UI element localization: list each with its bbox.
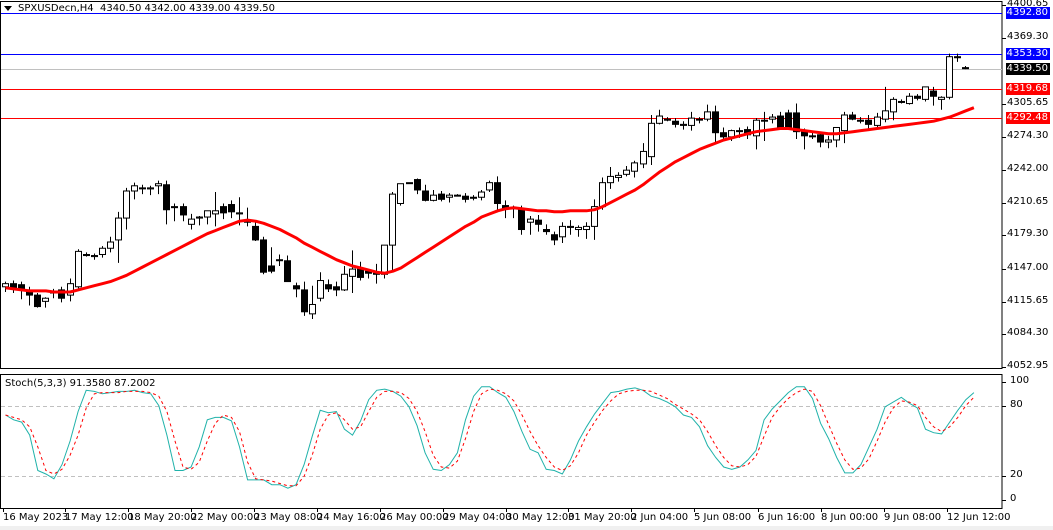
time-tick-label: 17 May 12:00 (65, 512, 134, 523)
indicator-tick-label: 0 (1010, 493, 1017, 504)
time-tick-label: 16 May 2023 (3, 512, 69, 523)
time-tick-label: 29 May 04:00 (443, 512, 512, 523)
price-tick-label: 4052.95 (1007, 360, 1049, 371)
moving-average-line (5, 106, 975, 294)
ohlc-values: 4340.50 4342.00 4339.00 4339.50 (100, 3, 275, 14)
time-tick-label: 12 Jun 12:00 (947, 512, 1011, 523)
indicator-tick-label: 80 (1010, 398, 1023, 410)
price-tag: 4292.48 (1006, 111, 1050, 124)
price-tick-label: 4179.30 (1007, 228, 1049, 240)
indicator-title: Stoch(5,3,3) 91.3580 87.2002 (5, 378, 156, 389)
price-tag: 4392.80 (1006, 7, 1050, 20)
time-tick-label: 8 Jun 00:00 (821, 512, 879, 523)
time-tick-label: 24 May 16:00 (317, 512, 386, 523)
price-tick-label: 4369.30 (1007, 30, 1049, 42)
indicator-pane[interactable] (0, 374, 1003, 509)
price-tick-label: 4210.65 (1007, 195, 1049, 207)
price-tick-label: 4274.30 (1007, 129, 1049, 141)
time-tick-label: 6 Jun 16:00 (758, 512, 816, 523)
price-tick-label: 4115.65 (1007, 294, 1049, 306)
time-tick-label: 18 May 20:00 (128, 512, 197, 523)
time-tick-label: 26 May 00:00 (380, 512, 449, 523)
price-tag: 4339.50 (1006, 62, 1050, 75)
price-tick-label: 4400.65 (1007, 0, 1049, 9)
time-tick-label: 30 May 12:00 (506, 512, 575, 523)
price-tick-label: 4084.30 (1007, 327, 1049, 339)
price-tick-label: 4242.00 (1007, 163, 1049, 175)
candles (2, 53, 969, 320)
triangle-down-icon[interactable] (4, 5, 12, 11)
symbol-label: SPXUSDecn,H4 (18, 3, 94, 14)
chart-title: SPXUSDecn,H4 4340.50 4342.00 4339.00 433… (4, 3, 275, 14)
time-tick-label: 31 May 20:00 (568, 512, 637, 523)
price-tick-label: 4305.65 (1007, 96, 1049, 108)
indicator-tick-label: 20 (1010, 469, 1023, 481)
price-tag: 4319.68 (1006, 83, 1050, 96)
indicator-tick-label: 100 (1010, 375, 1030, 386)
time-tick-label: 23 May 08:00 (254, 512, 323, 523)
price-tag: 4353.30 (1006, 48, 1050, 61)
time-tick-label: 22 May 00:00 (191, 512, 260, 523)
stoch-signal-line (5, 388, 975, 487)
main-pane[interactable] (0, 1, 1003, 369)
price-tick-label: 4147.00 (1007, 262, 1049, 274)
time-tick-label: 9 Jun 08:00 (884, 512, 942, 523)
time-tick-label: 2 Jun 04:00 (631, 512, 689, 523)
stoch-main-line (5, 386, 975, 489)
time-tick-label: 5 Jun 08:00 (694, 512, 752, 523)
